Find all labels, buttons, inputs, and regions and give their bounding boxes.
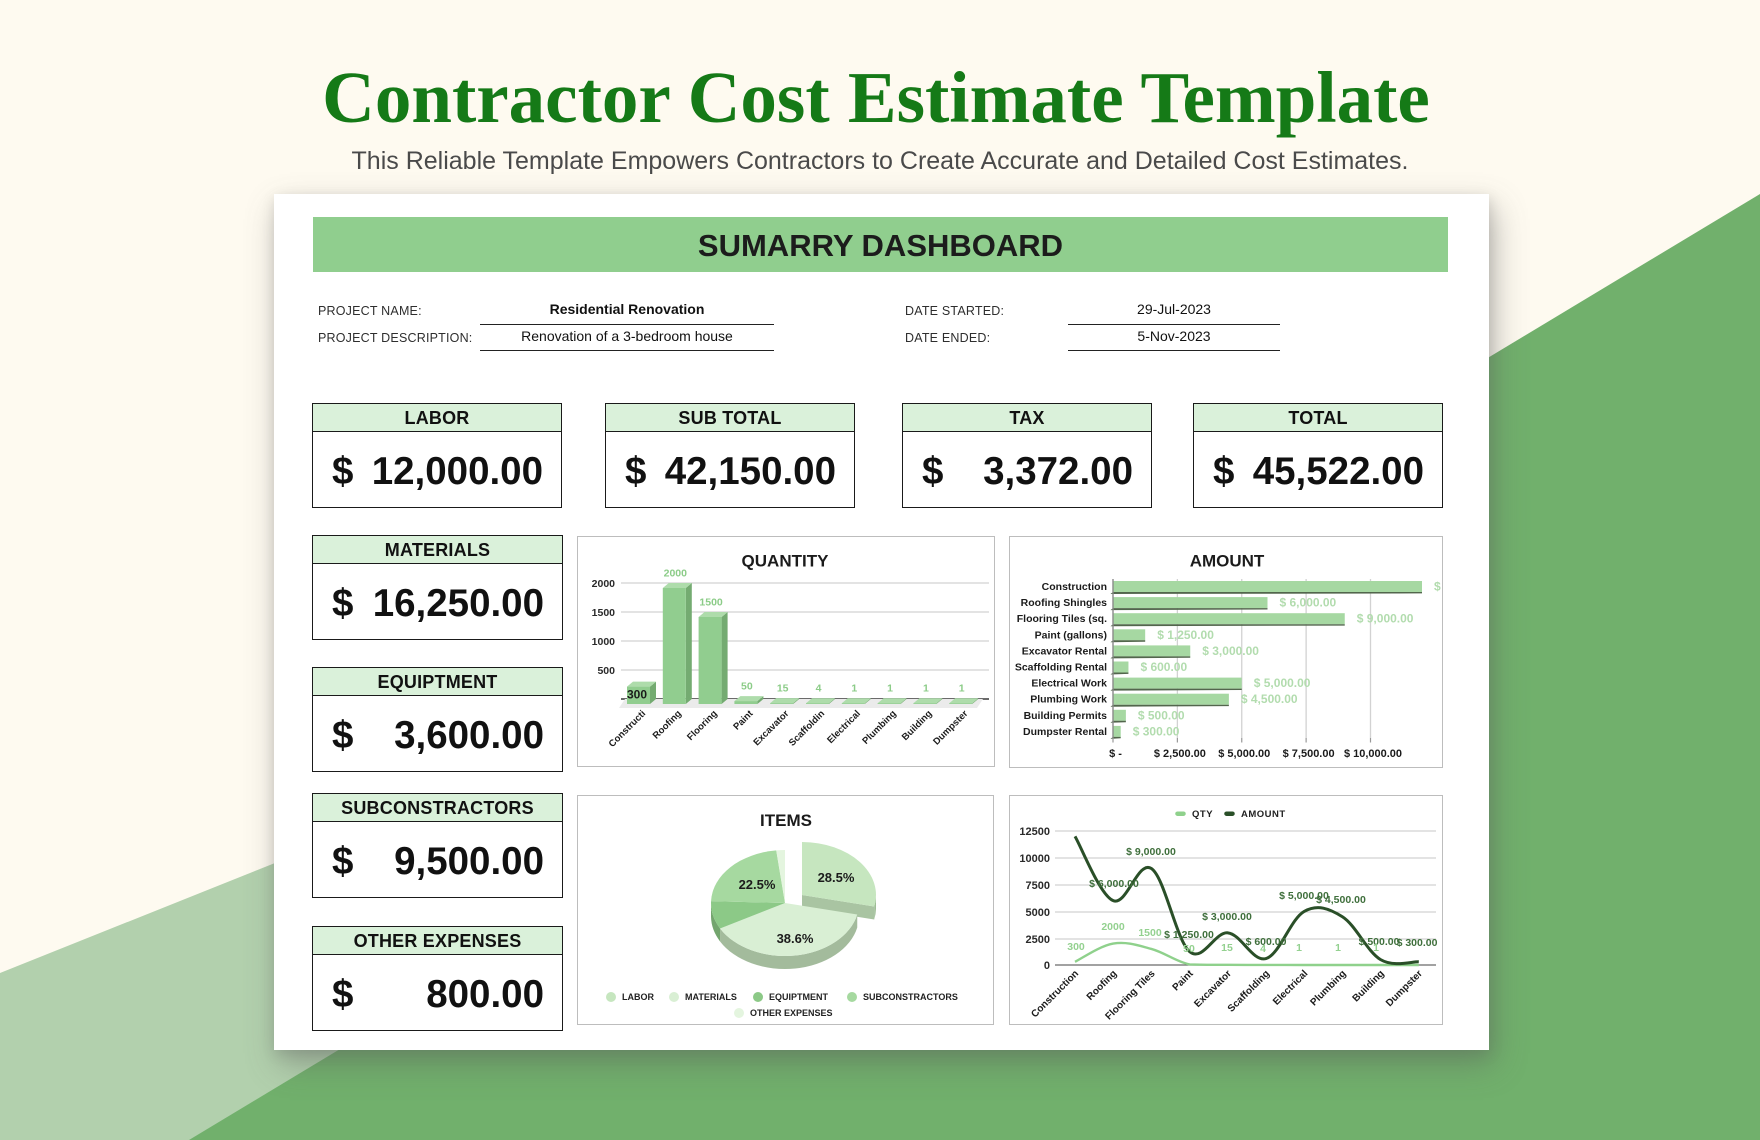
svg-text:Building: Building	[1351, 968, 1387, 1004]
svg-text:2000: 2000	[1101, 921, 1125, 933]
svg-text:22.5%: 22.5%	[739, 877, 776, 892]
svg-text:Excavator: Excavator	[751, 708, 791, 748]
svg-text:Electrical Work: Electrical Work	[1031, 678, 1107, 690]
svg-text:10000: 10000	[1019, 853, 1050, 865]
svg-text:1: 1	[1296, 942, 1302, 954]
svg-text:Dumpster: Dumpster	[1384, 968, 1425, 1009]
svg-text:Roofing Shingles: Roofing Shingles	[1021, 597, 1107, 609]
svg-text:4: 4	[816, 683, 822, 695]
svg-text:500: 500	[597, 665, 615, 677]
svg-text:$ 6,000.00: $ 6,000.00	[1089, 878, 1139, 890]
svg-text:1: 1	[851, 683, 857, 695]
svg-text:SUBCONSTRACTORS: SUBCONSTRACTORS	[863, 992, 958, 1002]
svg-text:50: 50	[741, 681, 753, 693]
svg-text:38.6%: 38.6%	[777, 931, 814, 946]
svg-text:$ 2,500.00: $ 2,500.00	[1154, 748, 1206, 760]
svg-text:28.5%: 28.5%	[818, 870, 855, 885]
svg-text:$ 6,000.00: $ 6,000.00	[1280, 596, 1337, 610]
svg-text:1: 1	[1373, 942, 1379, 954]
svg-text:Dumpster Rental: Dumpster Rental	[1023, 726, 1107, 738]
svg-text:1: 1	[887, 683, 893, 695]
svg-text:12500: 12500	[1019, 826, 1050, 838]
svg-text:$ 5,000.00: $ 5,000.00	[1254, 676, 1311, 690]
svg-text:4: 4	[1260, 943, 1266, 955]
svg-text:Scaffoldin: Scaffoldin	[787, 708, 827, 748]
svg-text:Dumpster: Dumpster	[931, 708, 970, 747]
svg-text:Roofing: Roofing	[1085, 968, 1119, 1002]
svg-text:Construction: Construction	[1042, 581, 1107, 593]
svg-text:Building: Building	[900, 708, 935, 743]
svg-text:Scaffolding Rental: Scaffolding Rental	[1015, 662, 1107, 674]
svg-text:$ 9,000.00: $ 9,000.00	[1357, 612, 1414, 626]
svg-text:$ 10,000.00: $ 10,000.00	[1344, 748, 1402, 760]
svg-text:$ 3,000.00: $ 3,000.00	[1202, 644, 1259, 658]
svg-text:1500: 1500	[1138, 927, 1162, 939]
svg-text:2000: 2000	[592, 578, 616, 590]
svg-text:MATERIALS: MATERIALS	[685, 992, 737, 1002]
svg-text:Electrical: Electrical	[1271, 968, 1310, 1007]
svg-text:1: 1	[1335, 942, 1341, 954]
svg-text:$ 5,000.00: $ 5,000.00	[1279, 890, 1329, 902]
svg-text:2500: 2500	[1026, 934, 1050, 946]
svg-text:$ 600.00: $ 600.00	[1246, 936, 1287, 948]
svg-text:$ 1,250.00: $ 1,250.00	[1157, 628, 1214, 642]
svg-text:$ 500.00: $ 500.00	[1138, 708, 1185, 722]
svg-text:$ 1,250.00: $ 1,250.00	[1164, 929, 1214, 941]
svg-text:1500: 1500	[699, 597, 723, 609]
svg-text:300: 300	[1067, 941, 1085, 953]
svg-text:$ 4,500.00: $ 4,500.00	[1241, 692, 1298, 706]
svg-text:$ 9,000.00: $ 9,000.00	[1126, 846, 1176, 858]
svg-text:EQUIPTMENT: EQUIPTMENT	[769, 992, 829, 1002]
svg-text:QTY: QTY	[1192, 809, 1213, 820]
svg-text:Plumbing: Plumbing	[1309, 968, 1349, 1008]
svg-text:Paint (gallons): Paint (gallons)	[1035, 629, 1107, 641]
svg-text:1: 1	[923, 683, 929, 695]
svg-text:$ 500.00: $ 500.00	[1359, 936, 1400, 948]
svg-text:15: 15	[1221, 942, 1233, 954]
svg-text:$ 7,500.00: $ 7,500.00	[1283, 748, 1335, 760]
svg-text:50: 50	[1183, 943, 1195, 955]
svg-text:Electrical: Electrical	[825, 708, 863, 746]
svg-text:OTHER EXPENSES: OTHER EXPENSES	[750, 1008, 833, 1018]
svg-text:LABOR: LABOR	[622, 992, 654, 1002]
svg-text:2000: 2000	[664, 568, 688, 580]
svg-text:Plumbing Work: Plumbing Work	[1030, 694, 1107, 706]
svg-text:Excavator Rental: Excavator Rental	[1022, 645, 1107, 657]
svg-text:AMOUNT: AMOUNT	[1190, 552, 1265, 571]
svg-text:ITEMS: ITEMS	[760, 811, 812, 830]
svg-text:Building Permits: Building Permits	[1024, 710, 1108, 722]
svg-text:Construction: Construction	[1029, 968, 1081, 1020]
svg-text:Paint: Paint	[731, 708, 756, 733]
svg-text:Constructi: Constructi	[607, 708, 648, 749]
svg-text:300: 300	[627, 688, 647, 702]
svg-text:Plumbing: Plumbing	[860, 708, 899, 747]
svg-text:Roofing: Roofing	[651, 708, 684, 741]
svg-text:Flooring: Flooring	[685, 708, 720, 743]
svg-text:1500: 1500	[592, 607, 616, 619]
svg-text:$ 12,000.00: $ 12,000.00	[1434, 580, 1443, 594]
svg-text:0: 0	[1044, 960, 1050, 972]
svg-text:AMOUNT: AMOUNT	[1241, 809, 1286, 820]
svg-text:1000: 1000	[592, 636, 616, 648]
svg-text:1: 1	[959, 683, 965, 695]
svg-text:Paint: Paint	[1171, 968, 1197, 994]
svg-text:$ 4,500.00: $ 4,500.00	[1316, 894, 1366, 906]
svg-text:$ -: $ -	[1109, 748, 1122, 760]
svg-text:7500: 7500	[1026, 880, 1050, 892]
svg-text:Flooring Tiles (sq.: Flooring Tiles (sq.	[1017, 613, 1107, 625]
svg-text:$ 300.00: $ 300.00	[1397, 937, 1438, 949]
svg-text:$ 300.00: $ 300.00	[1133, 724, 1180, 738]
svg-text:15: 15	[777, 683, 789, 695]
svg-text:$ 600.00: $ 600.00	[1140, 660, 1187, 674]
svg-text:QUANTITY: QUANTITY	[742, 552, 830, 571]
svg-text:5000: 5000	[1026, 907, 1050, 919]
svg-text:$ 5,000.00: $ 5,000.00	[1218, 748, 1270, 760]
svg-text:$ 3,000.00: $ 3,000.00	[1202, 911, 1252, 923]
